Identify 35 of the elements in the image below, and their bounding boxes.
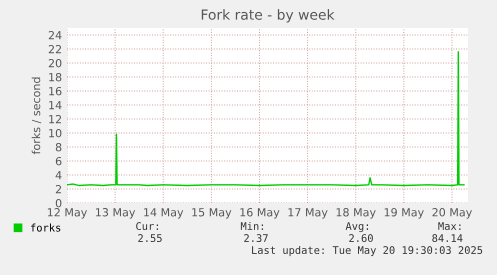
- text: 2.60: [349, 234, 373, 242]
- x-tick-label: 19 May: [384, 208, 424, 219]
- y-tick-label: 18: [49, 72, 62, 82]
- y-tick-label: 4: [56, 171, 62, 180]
- x-tick-label: 13 May: [96, 208, 136, 219]
- y-tick-label: 20: [48, 58, 62, 68]
- y-tick-label: 6: [56, 156, 62, 166]
- text: Avg:: [346, 222, 368, 232]
- text: 2.55: [138, 234, 162, 242]
- y-axis-title: forks / second: [32, 78, 42, 154]
- legend-label: forks: [30, 224, 60, 232]
- y-tick-label: 0: [56, 198, 62, 208]
- y-tick-label: 12: [49, 114, 62, 124]
- y-tick-label: 14: [49, 101, 62, 110]
- text: Last update: Tue May 20 19:30:03 2025: [252, 246, 482, 256]
- chart-title: Fork rate - by week: [202, 9, 335, 23]
- x-tick-label: 14 May: [144, 208, 184, 219]
- x-tick-label: 12 May: [48, 208, 87, 219]
- text: 84.14: [432, 234, 463, 242]
- y-tick-label: 2: [56, 184, 62, 194]
- text: Min:: [240, 222, 264, 230]
- y-tick-label: 22: [48, 44, 62, 54]
- y-tick-label: 24: [48, 30, 62, 40]
- line-series: [67, 51, 465, 186]
- y-tick-label: 16: [49, 86, 62, 96]
- text: Max:: [438, 222, 460, 230]
- text: 2.37: [244, 234, 268, 242]
- x-tick-label: 17 May: [288, 208, 328, 219]
- x-tick-label: 18 May: [336, 208, 376, 219]
- x-tick-label: 20 May: [432, 208, 472, 219]
- y-tick-label: 10: [49, 128, 62, 138]
- x-tick-label: 15 May: [192, 208, 232, 219]
- text: Cur:: [136, 222, 158, 230]
- x-tick-label: 16 May: [240, 208, 280, 219]
- y-tick-label: 8: [56, 142, 62, 152]
